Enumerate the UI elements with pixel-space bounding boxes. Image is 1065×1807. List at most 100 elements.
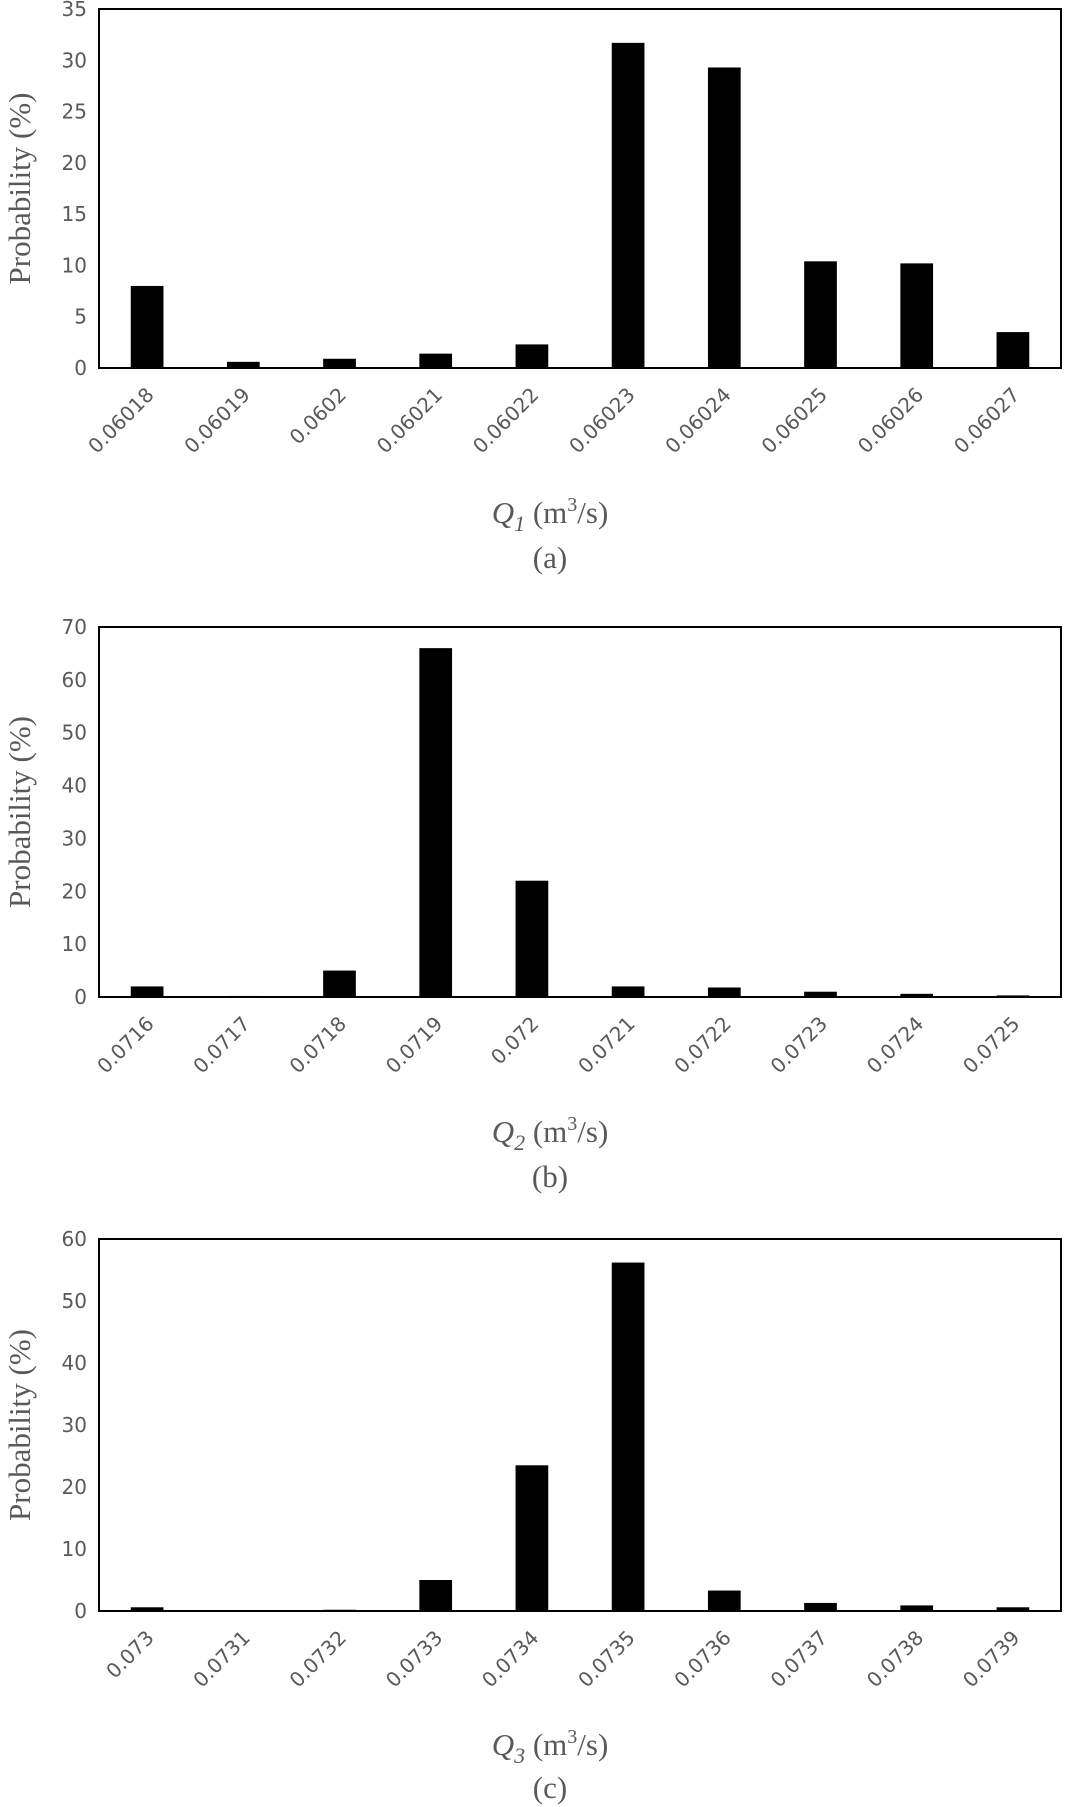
bar-7 [707,67,741,368]
x-tick-label: 0.0737 [766,1626,832,1692]
bar-3 [323,358,356,368]
bar-9 [900,1605,934,1611]
y-tick-label: 60 [62,1227,87,1251]
x-tick-label: 0.0719 [381,1012,447,1078]
x-axis-label-part: 3 [567,494,577,516]
chart-panel-1: 0 5 10 15 20 25 30 35 0.06018 0.06019 0.0602 0.0602… [2,0,1062,575]
bar-9 [900,263,934,368]
bar-1 [130,1607,164,1611]
plot-frame [98,626,1062,998]
y-axis-label: Probability (%) [2,716,37,908]
x-axis-label-part: /s) [577,1727,608,1762]
x-tick-label: 0.0724 [862,1012,928,1078]
y-tick-label: 40 [62,1351,87,1375]
x-axis-label-part: /s) [577,1114,608,1149]
x-axis-label-part: 3 [567,1113,577,1135]
x-tick-label: 0.073 [101,1626,158,1683]
x-tick-label: 0.0735 [573,1626,639,1692]
x-tick-label: 0.0717 [188,1012,254,1078]
x-tick-label: 0.0602 [285,383,351,449]
bar-6 [611,986,645,997]
y-tick-label: 30 [62,1413,87,1437]
bar-3 [323,970,356,997]
x-tick-label: 0.0736 [669,1626,735,1692]
x-tick-label: 0.06027 [949,383,1024,458]
x-axis-label-part: 1 [514,511,525,536]
x-tick-label: 0.0723 [766,1012,832,1078]
bar-8 [804,1602,837,1611]
y-axis-label: Probability (%) [2,1329,37,1521]
y-tick-label: 5 [74,305,87,329]
bar-6 [611,42,645,368]
x-tick-label: 0.06021 [372,383,447,458]
panel-label: (c) [533,1770,567,1805]
x-axis-label-part: 2 [514,1130,525,1155]
x-axis-label-part: (m [525,1727,567,1762]
x-tick-label: 0.0718 [285,1012,351,1078]
y-tick-label: 0 [74,356,87,380]
y-tick-label: 50 [62,721,87,745]
y-tick-label: 20 [62,151,87,175]
bar-1 [130,986,164,997]
bar-4 [419,1580,453,1611]
x-tick-label: 0.0722 [669,1012,735,1078]
y-tick-label: 40 [62,774,87,798]
x-axis-label-part: Q [492,1114,514,1149]
plot-frame [98,1238,1062,1612]
bar-5 [515,1465,549,1611]
bar-9 [900,993,934,997]
y-tick-label: 20 [62,1475,87,1499]
y-tick-label: 0 [74,1599,87,1623]
y-tick-label: 30 [62,826,87,850]
y-tick-label: 10 [62,932,87,956]
y-tick-label: 35 [62,0,87,21]
bar-2 [226,361,260,368]
x-axis-label: Q3 (m3/s) [492,1726,609,1768]
x-tick-label: 0.06018 [83,383,158,458]
y-tick-label: 70 [62,615,87,639]
bar-10 [996,332,1030,368]
y-tick-label: 10 [62,1537,87,1561]
x-tick-label: 0.0725 [958,1012,1024,1078]
bar-5 [515,880,549,997]
bar-10 [996,1607,1030,1611]
x-tick-label: 0.06026 [853,383,928,458]
x-tick-label: 0.0732 [285,1626,351,1692]
bar-4 [419,648,453,997]
bar-4 [419,353,453,368]
y-tick-label: 0 [74,985,87,1009]
y-tick-label: 15 [62,202,87,226]
x-tick-label: 0.072 [486,1012,543,1069]
x-axis-label: Q1 (m3/s) [492,494,609,536]
x-tick-label: 0.06024 [660,383,735,458]
x-axis-label-part: (m [525,1114,567,1149]
bar-1 [130,285,164,368]
y-tick-label: 30 [62,48,87,72]
bar-5 [515,344,549,368]
x-axis-label-part: 3 [513,1743,525,1768]
x-tick-label: 0.0739 [958,1626,1024,1692]
x-axis-label-part: Q [492,1727,514,1762]
x-tick-label: 0.0734 [477,1626,543,1692]
x-axis-label-part: (m [525,495,567,530]
x-tick-label: 0.06019 [179,383,254,458]
panel-label: (a) [533,540,567,575]
y-tick-label: 25 [62,100,87,124]
x-axis-label: Q2 (m3/s) [492,1113,609,1155]
x-tick-label: 0.0733 [381,1626,447,1692]
bar-6 [611,1262,645,1611]
x-axis-label-part: Q [492,495,514,530]
plot-frame [98,8,1062,369]
x-tick-label: 0.0721 [573,1012,639,1078]
x-tick-label: 0.06022 [468,383,543,458]
y-tick-label: 10 [62,253,87,277]
panel-label: (b) [532,1159,568,1194]
bar-8 [804,261,837,368]
x-axis-label-part: /s) [577,495,608,530]
chart-panel-2: 0 10 20 30 40 50 60 70 0.0716 0.0717 0.0718 0.0719 0… [2,615,1062,1194]
y-tick-label: 50 [62,1289,87,1313]
x-tick-label: 0.0738 [862,1626,928,1692]
y-tick-label: 20 [62,879,87,903]
x-tick-label: 0.0731 [188,1626,254,1692]
